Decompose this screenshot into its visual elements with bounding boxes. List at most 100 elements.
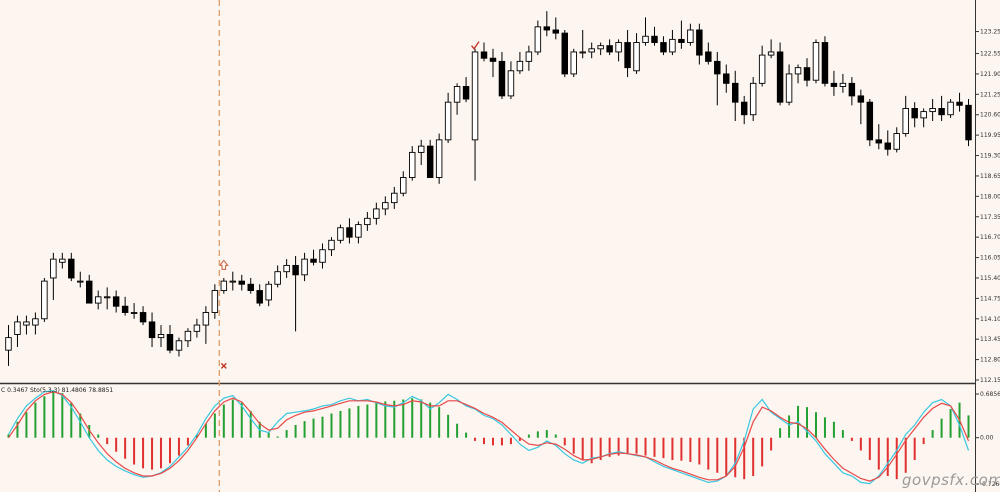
bear-candle[interactable] bbox=[821, 36, 829, 87]
bear-candle[interactable] bbox=[830, 70, 838, 96]
bull-candle[interactable] bbox=[669, 29, 676, 56]
bull-candle[interactable] bbox=[328, 237, 335, 256]
bull-candle[interactable] bbox=[794, 64, 802, 84]
bear-candle[interactable] bbox=[148, 312, 156, 348]
bear-candle[interactable] bbox=[426, 139, 434, 178]
bear-candle[interactable] bbox=[696, 23, 703, 65]
bull-candle[interactable] bbox=[193, 318, 201, 338]
bull-candle[interactable] bbox=[94, 290, 102, 310]
bear-candle[interactable] bbox=[866, 99, 874, 147]
bull-candle[interactable] bbox=[767, 39, 775, 59]
indicator-pane[interactable] bbox=[7, 389, 970, 485]
bear-candle[interactable] bbox=[112, 290, 120, 313]
bear-candle[interactable] bbox=[121, 296, 129, 316]
bear-candle[interactable] bbox=[498, 51, 506, 100]
bull-candle[interactable] bbox=[920, 108, 927, 128]
bear-candle[interactable] bbox=[462, 77, 470, 103]
bull-candle[interactable] bbox=[453, 83, 461, 115]
bear-candle[interactable] bbox=[651, 26, 658, 46]
bear-candle[interactable] bbox=[938, 95, 945, 122]
bear-candle[interactable] bbox=[86, 274, 93, 304]
bull-candle[interactable] bbox=[274, 265, 281, 288]
bear-candle[interactable] bbox=[346, 218, 353, 244]
bear-candle[interactable] bbox=[803, 58, 811, 87]
bear-candle[interactable] bbox=[247, 277, 254, 294]
bull-candle[interactable] bbox=[391, 186, 398, 209]
bull-candle[interactable] bbox=[409, 146, 416, 181]
bear-candle[interactable] bbox=[166, 325, 174, 354]
bull-candle[interactable] bbox=[812, 39, 820, 84]
bear-candle[interactable] bbox=[965, 99, 972, 147]
bull-candle[interactable] bbox=[229, 271, 237, 291]
bear-candle[interactable] bbox=[552, 17, 560, 40]
bull-candle[interactable] bbox=[579, 29, 586, 59]
bear-candle[interactable] bbox=[884, 130, 891, 156]
bear-candle[interactable] bbox=[740, 95, 748, 125]
bear-candle[interactable] bbox=[561, 29, 568, 78]
bull-candle[interactable] bbox=[202, 306, 210, 344]
bear-candle[interactable] bbox=[480, 42, 488, 62]
bull-candle[interactable] bbox=[373, 202, 380, 225]
bull-candle[interactable] bbox=[417, 139, 425, 165]
bull-candle[interactable] bbox=[400, 171, 407, 197]
bull-candle[interactable] bbox=[444, 92, 452, 143]
bull-candle[interactable] bbox=[364, 212, 371, 231]
bull-candle[interactable] bbox=[471, 48, 479, 181]
bull-candle[interactable] bbox=[59, 252, 66, 269]
bull-candle[interactable] bbox=[642, 17, 649, 46]
bear-candle[interactable] bbox=[911, 102, 918, 128]
bull-candle[interactable] bbox=[749, 77, 757, 122]
bear-candle[interactable] bbox=[723, 64, 730, 93]
bull-candle[interactable] bbox=[301, 252, 308, 282]
bull-candle[interactable] bbox=[382, 196, 389, 216]
bull-candle[interactable] bbox=[516, 51, 524, 74]
bear-candle[interactable] bbox=[776, 42, 784, 106]
bull-candle[interactable] bbox=[687, 23, 694, 46]
bull-candle[interactable] bbox=[157, 325, 165, 348]
bull-candle[interactable] bbox=[929, 99, 936, 122]
bull-candle[interactable] bbox=[758, 45, 766, 87]
bull-candle[interactable] bbox=[435, 133, 443, 184]
bull-candle[interactable] bbox=[220, 277, 228, 294]
bear-candle[interactable] bbox=[848, 77, 856, 106]
bear-candle[interactable] bbox=[139, 306, 147, 326]
bull-candle[interactable] bbox=[615, 39, 622, 62]
bull-candle[interactable] bbox=[588, 42, 595, 59]
bull-candle[interactable] bbox=[103, 287, 111, 310]
bull-candle[interactable] bbox=[14, 315, 21, 348]
bull-candle[interactable] bbox=[77, 271, 84, 288]
bull-candle[interactable] bbox=[355, 221, 362, 244]
bull-candle[interactable] bbox=[5, 325, 12, 366]
bull-candle[interactable] bbox=[507, 61, 515, 100]
bull-candle[interactable] bbox=[130, 303, 138, 319]
bear-candle[interactable] bbox=[705, 42, 712, 65]
bull-candle[interactable] bbox=[23, 315, 30, 335]
bear-candle[interactable] bbox=[489, 48, 497, 78]
bear-candle[interactable] bbox=[292, 256, 299, 332]
bear-candle[interactable] bbox=[310, 249, 317, 266]
price-pane[interactable] bbox=[5, 11, 972, 369]
bear-candle[interactable] bbox=[857, 89, 865, 125]
bull-candle[interactable] bbox=[41, 277, 48, 322]
bull-candle[interactable] bbox=[283, 259, 290, 278]
bear-candle[interactable] bbox=[543, 11, 551, 37]
bear-candle[interactable] bbox=[256, 284, 263, 307]
bear-candle[interactable] bbox=[624, 29, 631, 78]
bear-candle[interactable] bbox=[238, 274, 245, 291]
bull-candle[interactable] bbox=[175, 337, 183, 357]
bull-candle[interactable] bbox=[534, 20, 542, 56]
bull-candle[interactable] bbox=[184, 328, 192, 348]
bull-candle[interactable] bbox=[32, 312, 39, 335]
bull-candle[interactable] bbox=[211, 284, 219, 319]
bull-candle[interactable] bbox=[785, 64, 793, 106]
bull-candle[interactable] bbox=[319, 243, 326, 269]
bull-candle[interactable] bbox=[902, 95, 909, 137]
bull-candle[interactable] bbox=[839, 73, 847, 93]
bear-candle[interactable] bbox=[714, 51, 721, 106]
bull-candle[interactable] bbox=[947, 99, 954, 118]
bull-candle[interactable] bbox=[633, 33, 640, 74]
bull-candle[interactable] bbox=[597, 42, 604, 56]
bear-candle[interactable] bbox=[956, 92, 963, 112]
bull-candle[interactable] bbox=[337, 224, 344, 244]
bear-candle[interactable] bbox=[875, 124, 883, 150]
